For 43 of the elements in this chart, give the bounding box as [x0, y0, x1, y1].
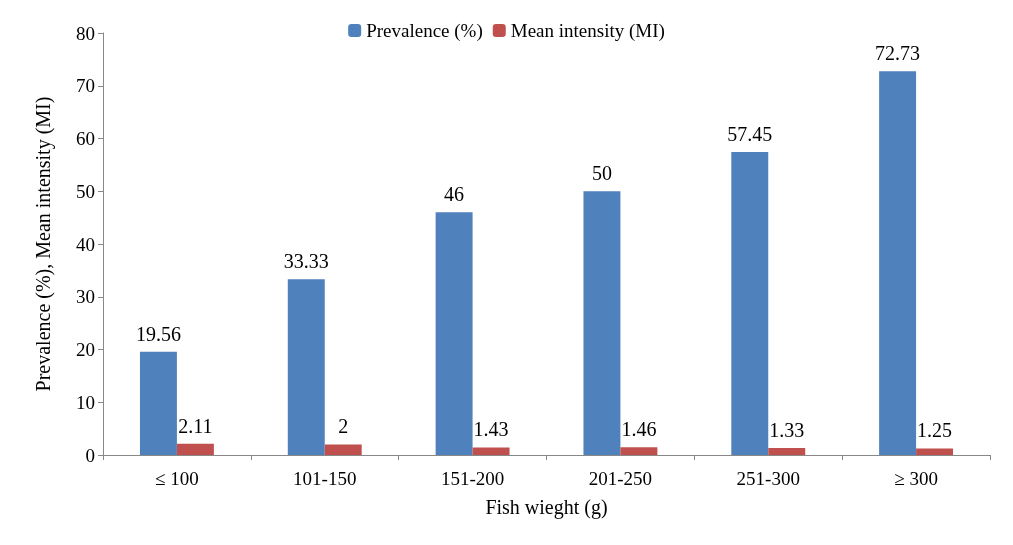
data-label: 2.11: [178, 414, 213, 437]
y-tick-label: 60: [76, 128, 95, 149]
legend-label: Prevalence (%): [366, 20, 483, 42]
y-tick-label: 20: [76, 339, 95, 360]
data-label: 46: [444, 183, 465, 206]
x-axis-title: Fish wieght (g): [485, 496, 608, 519]
bar: [768, 447, 806, 455]
data-label: 2: [338, 415, 349, 438]
data-label: 1.43: [473, 418, 509, 441]
data-label: 19.56: [135, 322, 181, 345]
bar: [139, 351, 177, 455]
x-tick-label: 101-150: [293, 468, 357, 489]
bar: [435, 212, 473, 455]
y-tick-label: 70: [76, 75, 95, 97]
x-tick-label: 151-200: [440, 468, 505, 489]
data-label: 50: [591, 162, 612, 185]
bar: [176, 443, 214, 455]
y-tick-label: 40: [76, 233, 95, 255]
bar: [879, 71, 917, 455]
x-tick-label: ≥ 300: [894, 468, 938, 489]
legend-label: Mean intensity (MI): [510, 20, 665, 42]
bar: [287, 279, 325, 455]
y-tick-label: 80: [76, 22, 95, 44]
y-axis-title: Prevalence (%), Mean intensity (MI): [32, 96, 55, 392]
x-tick-label: ≤ 100: [155, 468, 199, 489]
y-tick-label: 10: [76, 391, 95, 413]
bar: [324, 444, 362, 455]
data-label: 1.25: [917, 419, 953, 442]
y-tick-label: 0: [85, 444, 95, 466]
y-tick-label: 30: [76, 286, 95, 308]
bar: [916, 448, 954, 455]
data-label: 72.73: [875, 42, 921, 65]
x-tick-label: 201-250: [588, 468, 653, 489]
bar: [472, 447, 510, 455]
bar: [583, 191, 621, 455]
data-label: 57.45: [727, 122, 773, 145]
bar: [620, 447, 658, 455]
data-label: 1.33: [769, 418, 805, 441]
y-tick-label: 50: [76, 180, 95, 202]
data-label: 1.46: [621, 418, 657, 441]
bar: [731, 151, 769, 455]
x-tick-label: 251-300: [736, 468, 800, 489]
data-label: 33.33: [283, 250, 329, 273]
